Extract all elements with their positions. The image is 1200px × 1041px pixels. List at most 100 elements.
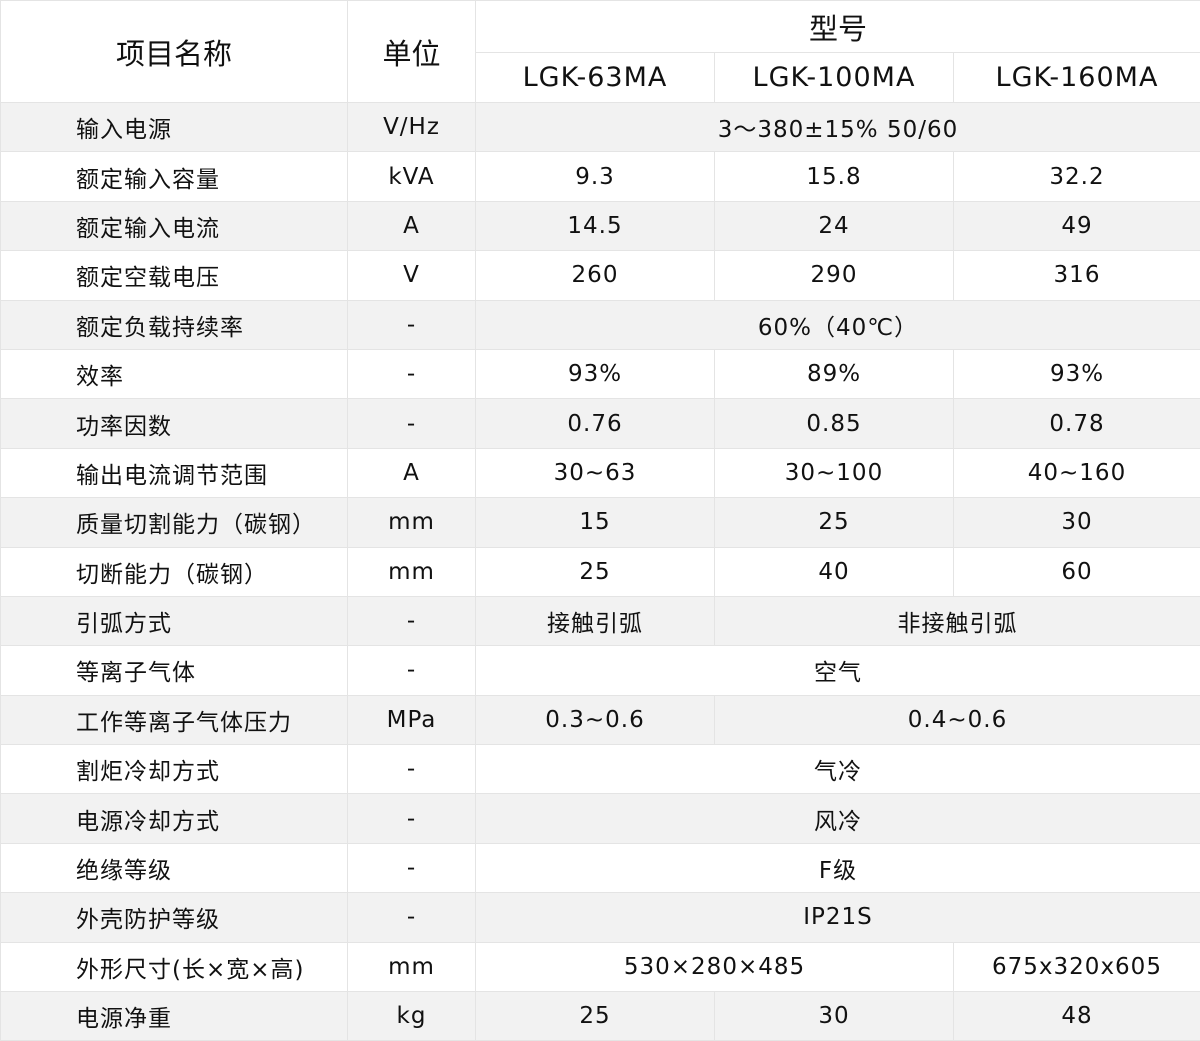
value-cell: 60	[953, 546, 1200, 597]
value-cell: 25	[475, 991, 715, 1041]
value-cell: 40~160	[953, 447, 1200, 499]
value-cell: 260	[475, 250, 715, 301]
row-label: 额定输入电流	[0, 200, 348, 252]
value-cell: 15.8	[714, 151, 954, 202]
value-cell: 316	[953, 250, 1200, 301]
header-model-3: LGK-160MA	[953, 52, 1200, 103]
value-cell: 675x320x605	[953, 941, 1200, 993]
row-label: 电源冷却方式	[0, 793, 348, 844]
row-label: 效率	[0, 348, 348, 400]
header-model-2: LGK-100MA	[714, 52, 954, 103]
value-cell: 风冷	[475, 793, 1200, 844]
value-cell: 30	[953, 497, 1200, 548]
table-row: 绝缘等级 - F级	[0, 842, 1200, 894]
value-cell: 气冷	[475, 744, 1200, 795]
header-model: 型号	[475, 0, 1200, 53]
value-cell: F级	[475, 842, 1200, 894]
value-cell: 290	[714, 250, 954, 301]
row-label: 功率因数	[0, 398, 348, 449]
row-label: 绝缘等级	[0, 842, 348, 894]
row-unit: kg	[347, 991, 476, 1041]
row-label: 引弧方式	[0, 595, 348, 647]
row-unit: -	[347, 595, 476, 647]
table-row: 额定空载电压 V 260 290 316	[0, 250, 1200, 301]
row-unit: -	[347, 645, 476, 696]
row-unit: mm	[347, 497, 476, 548]
table-row: 外形尺寸(长×宽×高) mm 530×280×485 675x320x605	[0, 941, 1200, 993]
row-unit: kVA	[347, 151, 476, 202]
value-cell: 25	[475, 546, 715, 597]
table-row: 效率 -93% 89% 93%	[0, 348, 1200, 400]
table-row: 切断能力（碳钢） mm 25 40 60	[0, 546, 1200, 597]
row-unit: -	[347, 842, 476, 894]
row-unit: -	[347, 398, 476, 449]
value-cell: 30~63	[475, 447, 715, 499]
table-row: 质量切割能力（碳钢） mm 15 25 30	[0, 497, 1200, 548]
value-cell: 93%	[475, 348, 715, 400]
value-cell: 530×280×485	[475, 941, 954, 993]
row-label: 外形尺寸(长×宽×高)	[0, 941, 348, 993]
table-row: 电源冷却方式 - 风冷	[0, 793, 1200, 844]
value-cell: 93%	[953, 348, 1200, 400]
row-label: 额定输入容量	[0, 151, 348, 202]
row-label: 等离子气体	[0, 645, 348, 696]
value-cell: 30	[714, 991, 954, 1041]
table-row: 输出电流调节范围 A 30~63 30~100 40~160	[0, 447, 1200, 499]
table-row: 电源净重 kg 25 30 48	[0, 991, 1200, 1041]
row-unit: mm	[347, 546, 476, 597]
value-cell: 30~100	[714, 447, 954, 499]
header-item: 项目名称	[0, 0, 348, 103]
value-cell: 25	[714, 497, 954, 548]
value-cell: 14.5	[475, 200, 715, 252]
value-cell: 48	[953, 991, 1200, 1041]
table-row: 额定输入容量 kVA 9.3 15.8 32.2	[0, 151, 1200, 202]
table-row: 额定输入电流 A 14.5 24 49	[0, 200, 1200, 252]
row-unit: A	[347, 200, 476, 252]
row-unit: -	[347, 793, 476, 844]
table-row: 额定负载持续率 -60%（40℃）	[0, 299, 1200, 350]
value-cell: 空气	[475, 645, 1200, 696]
row-unit: V	[347, 250, 476, 301]
row-unit: -	[347, 299, 476, 350]
row-unit: V/Hz	[347, 101, 476, 153]
row-unit: MPa	[347, 694, 476, 746]
row-label: 工作等离子气体压力	[0, 694, 348, 746]
value-cell: 49	[953, 200, 1200, 252]
row-label: 输出电流调节范围	[0, 447, 348, 499]
value-cell: 非接触引弧	[714, 595, 1200, 647]
table-row: 等离子气体 - 空气	[0, 645, 1200, 696]
row-label: 输入电源	[0, 101, 348, 153]
value-cell: 0.85	[714, 398, 954, 449]
row-unit: -	[347, 744, 476, 795]
value-cell: 0.4~0.6	[714, 694, 1200, 746]
value-cell: 0.78	[953, 398, 1200, 449]
table-row: 功率因数 -0.76 0.85 0.78	[0, 398, 1200, 449]
row-label: 电源净重	[0, 991, 348, 1041]
value-cell: 0.76	[475, 398, 715, 449]
row-unit: mm	[347, 941, 476, 993]
row-label: 割炬冷却方式	[0, 744, 348, 795]
row-label: 额定空载电压	[0, 250, 348, 301]
table-row: 引弧方式 - 接触引弧 非接触引弧	[0, 595, 1200, 647]
value-cell: 9.3	[475, 151, 715, 202]
value-cell: IP21S	[475, 892, 1200, 943]
table-row: 割炬冷却方式 - 气冷	[0, 744, 1200, 795]
row-unit: A	[347, 447, 476, 499]
value-cell: 40	[714, 546, 954, 597]
value-cell: 接触引弧	[475, 595, 715, 647]
row-label: 额定负载持续率	[0, 299, 348, 350]
header-unit: 单位	[347, 0, 476, 103]
row-unit: -	[347, 348, 476, 400]
value-cell: 24	[714, 200, 954, 252]
value-cell: 32.2	[953, 151, 1200, 202]
table-row: 外壳防护等级 - IP21S	[0, 892, 1200, 943]
value-cell: 0.3~0.6	[475, 694, 715, 746]
row-label: 外壳防护等级	[0, 892, 348, 943]
row-label: 质量切割能力（碳钢）	[0, 497, 348, 548]
value-cell: 15	[475, 497, 715, 548]
row-label: 切断能力（碳钢）	[0, 546, 348, 597]
header-model-1: LGK-63MA	[475, 52, 715, 103]
value-cell: 89%	[714, 348, 954, 400]
value-cell: 3～380±15% 50/60	[475, 101, 1200, 153]
